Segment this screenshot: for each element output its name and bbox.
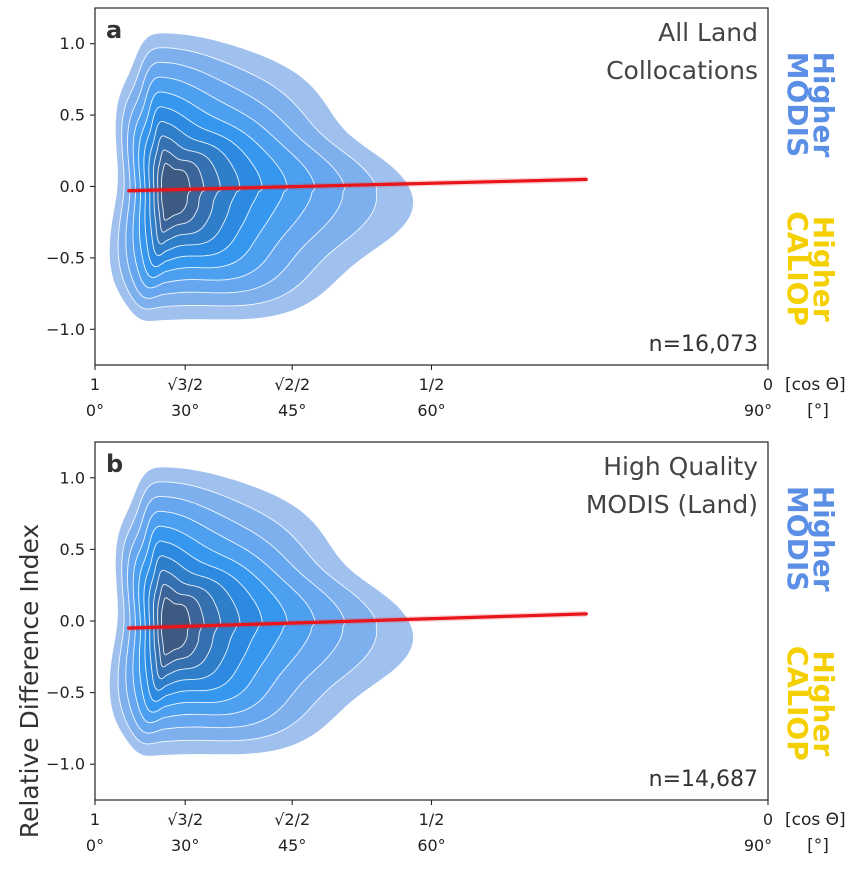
- x-tick-label-deg: 0°: [86, 401, 104, 420]
- side-label-lower-source: CALIOP: [781, 646, 814, 761]
- panel-title-line: High Quality: [603, 452, 758, 481]
- x-tick-label-deg: 45°: [278, 836, 306, 855]
- side-label-upper-source: MODIS: [781, 486, 814, 592]
- panel-letter: a: [106, 16, 122, 44]
- x-tick-label-cos: 1/2: [419, 810, 445, 829]
- x-tick-label-deg: 90°: [744, 401, 772, 420]
- y-tick-label: 0.0: [60, 177, 85, 196]
- side-label-lower-higher: Higher: [807, 216, 840, 322]
- y-tick-label: −1.0: [46, 320, 85, 339]
- x-tick-label-deg: 90°: [744, 836, 772, 855]
- y-tick-label: 1.0: [60, 468, 85, 487]
- panel-letter: b: [106, 450, 123, 478]
- side-label-upper-higher: Higher: [807, 51, 840, 157]
- x-tick-label-cos: √2/2: [274, 810, 310, 829]
- kde-contours: [109, 33, 414, 321]
- x-tick-label-deg: 60°: [417, 836, 445, 855]
- x-tick-label-cos: √3/2: [167, 810, 203, 829]
- panel-a: 1.0 0.5 0.0 −0.5 −1.0 1 0° √3/2 30° √2/2 45° 1/2 60°…: [46, 7, 846, 421]
- x-unit-cos: [cos Θ]: [785, 375, 846, 395]
- y-tick-label: 0.5: [60, 106, 85, 125]
- panel-title-line: MODIS (Land): [586, 490, 758, 519]
- side-label-lower-source: CALIOP: [781, 211, 814, 326]
- x-tick-label-deg: 60°: [417, 401, 445, 420]
- panel-title-line: Collocations: [606, 56, 758, 85]
- regression-line: [127, 612, 588, 630]
- x-tick-label-cos: √2/2: [274, 375, 310, 394]
- panel-b: 1.0 0.5 0.0 −0.5 −1.0 1 0° √3/2 30° √2/2 45° 1/2 60°…: [15, 441, 846, 856]
- kde-contours: [109, 467, 414, 756]
- sample-count: n=14,687: [649, 767, 758, 792]
- y-tick-label: 1.0: [60, 34, 85, 53]
- side-label-lower-higher: Higher: [807, 650, 840, 756]
- x-tick-label-cos: 0: [763, 375, 773, 394]
- x-tick-label-cos: 1/2: [419, 375, 445, 394]
- y-tick-label: 0.0: [60, 612, 85, 631]
- kde-level-10: [161, 162, 192, 221]
- y-tick-label: −1.0: [46, 755, 85, 774]
- y-tick-label: 0.5: [60, 540, 85, 559]
- regression-line: [127, 177, 588, 193]
- x-tick-label-cos: 1: [90, 375, 100, 394]
- x-unit-cos: [cos Θ]: [785, 810, 846, 830]
- x-tick-label-deg: 0°: [86, 836, 104, 855]
- side-label-upper-higher: Higher: [807, 486, 840, 592]
- side-label-upper-source: MODIS: [781, 52, 814, 158]
- y-tick-label: −0.5: [46, 248, 85, 267]
- sample-count: n=16,073: [649, 332, 758, 357]
- panel-title-line: All Land: [658, 18, 758, 47]
- x-tick-label-deg: 45°: [278, 401, 306, 420]
- x-unit-deg: [°]: [807, 836, 829, 856]
- x-tick-label-cos: 1: [90, 810, 100, 829]
- x-tick-label-cos: √3/2: [167, 375, 203, 394]
- x-tick-label-deg: 30°: [171, 836, 199, 855]
- x-tick-label-deg: 30°: [171, 401, 199, 420]
- x-tick-label-cos: 0: [763, 810, 773, 829]
- y-tick-label: −0.5: [46, 683, 85, 702]
- y-axis-label: Relative Difference Index: [15, 524, 44, 838]
- x-unit-deg: [°]: [807, 401, 829, 421]
